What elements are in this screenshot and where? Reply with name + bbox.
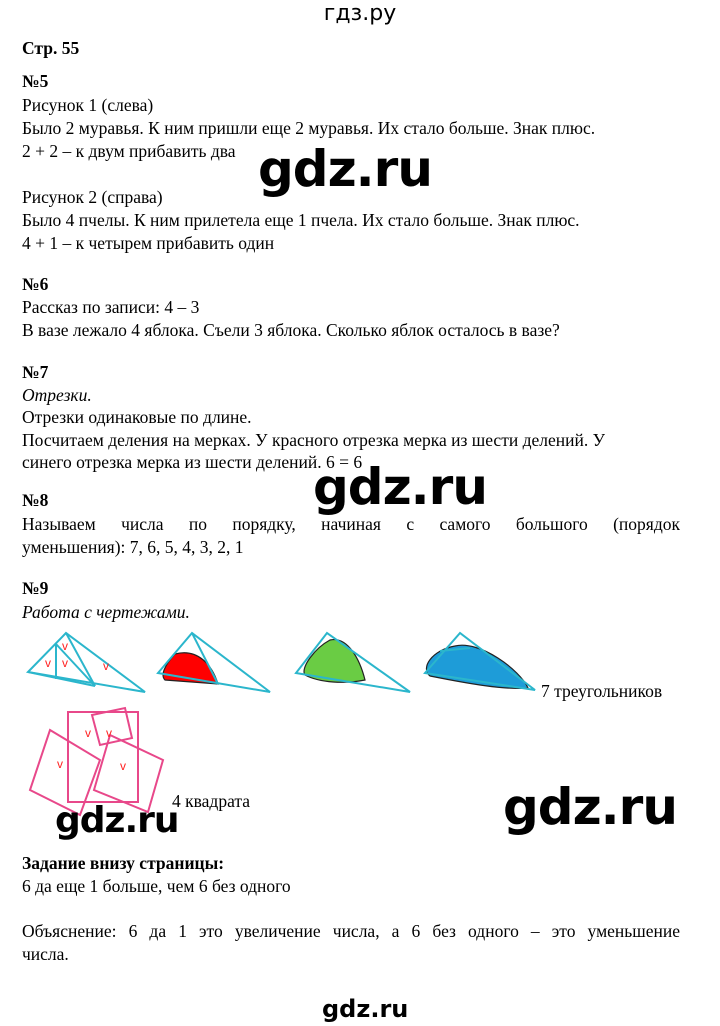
svg-text:v: v xyxy=(106,726,112,740)
triangles-count: 7 треугольников xyxy=(541,681,663,701)
triangle-figure-2 xyxy=(156,631,271,693)
svg-text:v: v xyxy=(45,656,51,670)
text-line: В вазе лежало 4 яблока. Съели 3 яблока. … xyxy=(22,320,560,340)
svg-text:v: v xyxy=(103,659,109,673)
watermark: gdz.ru xyxy=(55,800,180,841)
site-header[interactable]: гдз.ру xyxy=(323,1,397,26)
text-line: синего отрезка мерка из шести делений. 6… xyxy=(22,452,363,472)
text-line: Отрезки одинаковые по длине. xyxy=(22,407,252,427)
text-line: Рисунок 1 (слева) xyxy=(22,95,154,115)
watermark: gdz.ru xyxy=(258,140,433,198)
page-label: Стр. 55 xyxy=(22,38,80,58)
text-line: Посчитаем деления на мерках. У красного … xyxy=(22,430,605,450)
text-line: уменьшения): 7, 6, 5, 4, 3, 2, 1 xyxy=(22,537,244,557)
check-marks: vv v v v vv v xyxy=(45,639,126,773)
footer-watermark[interactable]: gdz.ru xyxy=(322,995,409,1023)
task-7-subtitle: Отрезки. xyxy=(22,385,92,405)
svg-text:v: v xyxy=(85,726,91,740)
text-line: Объяснение: 6 да 1 это увеличение числа,… xyxy=(22,921,680,941)
text-line: 6 да еще 1 больше, чем 6 без одного xyxy=(22,876,291,896)
text-line: Рассказ по записи: 4 – 3 xyxy=(22,297,200,317)
text-line: 2 + 2 – к двум прибавить два xyxy=(22,141,236,161)
text-line: Было 4 пчелы. К ним прилетела еще 1 пчел… xyxy=(22,210,580,230)
task-7-title: №7 xyxy=(22,362,49,382)
text-line: Было 2 муравья. К ним пришли еще 2 мурав… xyxy=(22,118,596,138)
text-line: Называем числа по порядку, начиная с сам… xyxy=(22,514,680,534)
task-9-title: №9 xyxy=(22,578,49,598)
task-9-subtitle: Работа с чертежами. xyxy=(22,602,190,622)
triangle-figure-3 xyxy=(294,631,411,693)
text-line: числа. xyxy=(22,944,69,964)
task-6-title: №6 xyxy=(22,274,49,294)
task-5-title: №5 xyxy=(22,71,49,91)
squares-figure xyxy=(28,706,165,817)
svg-text:v: v xyxy=(62,656,68,670)
svg-text:v: v xyxy=(120,759,126,773)
squares-count: 4 квадрата xyxy=(172,791,251,811)
bottom-task-title: Задание внизу страницы: xyxy=(22,853,225,873)
text-line: Рисунок 2 (справа) xyxy=(22,187,163,207)
text-line: 4 + 1 – к четырем прибавить один xyxy=(22,233,275,253)
watermark: gdz.ru xyxy=(503,778,678,836)
watermark: gdz.ru xyxy=(313,458,488,516)
triangle-figure-1 xyxy=(25,631,146,693)
triangle-figure-4 xyxy=(423,631,536,691)
svg-text:v: v xyxy=(62,639,68,653)
task-8-title: №8 xyxy=(22,490,49,510)
svg-text:v: v xyxy=(57,757,63,771)
